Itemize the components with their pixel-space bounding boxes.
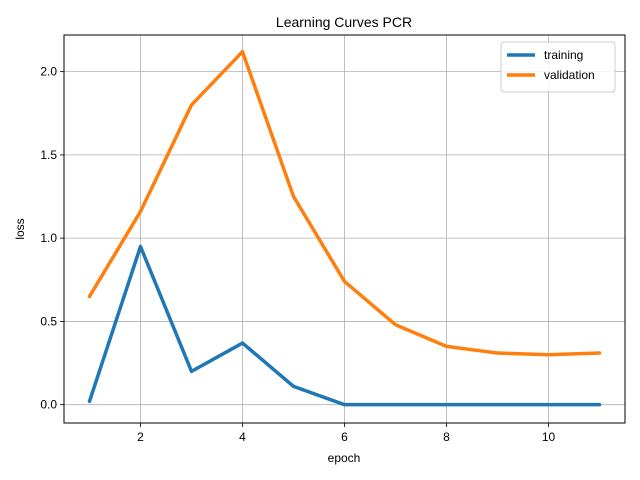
ticks: 2 4 6 8 10 0.0 0.5 1.0 1.5 2.0 — [40, 65, 555, 444]
y-tick-label: 0.0 — [40, 398, 57, 412]
series-layer — [87, 49, 602, 407]
legend-label-validation: validation — [544, 68, 595, 82]
x-axis-label: epoch — [328, 451, 361, 465]
x-tick-label: 8 — [443, 430, 450, 444]
x-tick-label: 6 — [341, 430, 348, 444]
y-tick-label: 1.0 — [40, 231, 57, 245]
y-tick-label: 1.5 — [40, 148, 57, 162]
legend-label-training: training — [544, 48, 583, 62]
legend: training validation — [500, 41, 616, 93]
chart-title: Learning Curves PCR — [276, 14, 412, 30]
y-tick-label: 0.5 — [40, 314, 57, 328]
y-tick-label: 2.0 — [40, 65, 57, 79]
x-tick-label: 2 — [137, 430, 144, 444]
y-axis-label: loss — [13, 218, 27, 239]
series-line-training — [87, 244, 602, 407]
series-line-validation — [87, 49, 602, 357]
x-tick-label: 4 — [239, 430, 246, 444]
x-tick-label: 10 — [542, 430, 556, 444]
